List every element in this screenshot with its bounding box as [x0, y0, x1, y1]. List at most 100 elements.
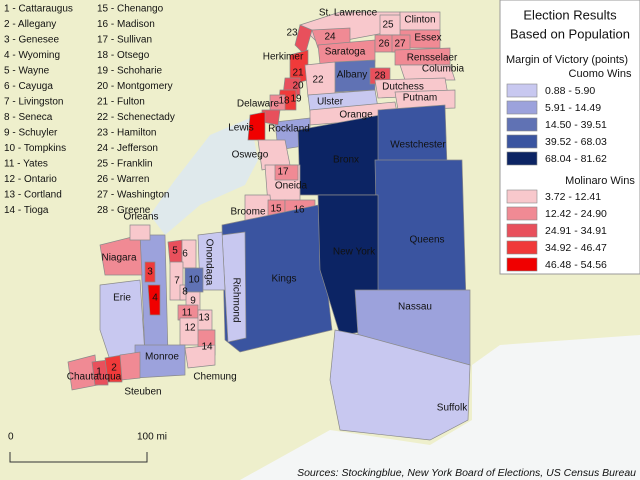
map-label: Orleans	[123, 212, 158, 223]
map-label: 4	[152, 293, 158, 304]
county-key: 21 - Fulton	[97, 97, 145, 108]
county-key: 22 - Schenectady	[97, 112, 175, 123]
county	[184, 344, 216, 369]
county	[394, 89, 456, 111]
map-label: Putnam	[403, 93, 437, 104]
map-label: 12	[184, 323, 196, 334]
map-label: Niagara	[101, 253, 136, 264]
county	[399, 64, 456, 81]
map-label: 17	[277, 167, 289, 178]
map-label: Dutchess	[382, 82, 424, 93]
county-key: 19 - Schoharie	[97, 66, 162, 77]
county	[129, 224, 151, 241]
county	[269, 94, 286, 111]
map-label: Broome	[230, 207, 265, 218]
map-label: Ulster	[317, 97, 344, 108]
county	[329, 329, 471, 441]
map-label: 21	[292, 68, 304, 79]
county	[91, 359, 109, 386]
county-key: 2 - Allegany	[4, 19, 56, 30]
county-key: 26 - Warren	[97, 174, 149, 185]
map-label: Clinton	[404, 15, 435, 26]
map-label: Lewis	[228, 123, 254, 134]
county-key: 13 - Cortland	[4, 190, 62, 201]
ocean	[240, 335, 640, 480]
county-key: 7 - Livingston	[4, 97, 63, 108]
map-label: Oswego	[232, 150, 269, 161]
legend-subtitle: Margin of Victory (points)	[506, 54, 628, 66]
map-label: Erie	[113, 293, 131, 304]
county-key: 14 - Tioga	[4, 205, 49, 216]
legend-group: Molinaro Wins	[565, 175, 635, 187]
map-label: Kings	[271, 274, 296, 285]
map-label: Rensselaer	[407, 53, 458, 64]
legend-swatch	[506, 189, 538, 204]
map-label: 13	[198, 313, 210, 324]
county-key: 1 - Cattaraugus	[4, 4, 73, 15]
county	[221, 231, 247, 343]
county-key: 8 - Seneca	[4, 112, 53, 123]
legend-swatch	[506, 223, 538, 238]
county-key: 12 - Ontario	[4, 174, 57, 185]
map-label: Steuben	[124, 387, 161, 398]
lake	[150, 118, 258, 235]
county	[184, 267, 204, 293]
legend-label: 14.50 - 39.51	[545, 119, 607, 131]
map-label: 27	[394, 39, 406, 50]
map-label: 9	[190, 296, 196, 307]
county	[147, 284, 161, 316]
map-label: 16	[293, 205, 305, 216]
county-key: 28 - Greene	[97, 205, 151, 216]
legend-label: 24.91 - 34.91	[545, 225, 607, 237]
county	[374, 159, 467, 301]
county-key: 18 - Otsego	[97, 50, 150, 61]
map-label: 11	[182, 308, 193, 319]
map-label: Bronx	[333, 155, 359, 166]
scale-label: 100 mi	[137, 432, 167, 443]
county-key: 20 - Montgomery	[97, 81, 173, 92]
map-label: 28	[374, 71, 386, 82]
scale-label: 0	[8, 432, 14, 443]
scale-bar	[9, 452, 148, 463]
map-label: 3	[147, 267, 153, 278]
map-label: Suffolk	[437, 403, 468, 414]
legend-label: 68.04 - 81.62	[545, 153, 607, 165]
legend-swatch	[506, 240, 538, 255]
map-label: 15	[270, 204, 282, 215]
map-label: Saratoga	[325, 47, 366, 58]
county-key: 17 - Sullivan	[97, 35, 152, 46]
legend-label: 12.42 - 24.90	[545, 208, 607, 220]
map-label: Chemung	[193, 372, 236, 383]
map-label: 14	[201, 342, 213, 353]
legend-label: 5.91 - 14.49	[545, 102, 601, 114]
map-label: St. Lawrence	[319, 8, 378, 19]
map-label: 7	[174, 276, 180, 287]
legend-label: 46.48 - 54.56	[545, 259, 607, 271]
county	[104, 354, 123, 383]
legend-group: Cuomo Wins	[569, 68, 632, 80]
county-key: 25 - Franklin	[97, 159, 153, 170]
map-label: Orange	[339, 110, 373, 121]
map-label: Chautauqua	[67, 372, 122, 383]
map-label: Nassau	[398, 302, 432, 313]
county-key: 6 - Cayuga	[4, 81, 53, 92]
county-key: 5 - Wayne	[4, 66, 50, 77]
map-label: Herkimer	[263, 52, 304, 63]
map-label: Oneida	[275, 181, 308, 192]
legend-swatch	[506, 83, 538, 98]
county-key: 23 - Hamilton	[97, 128, 156, 139]
county	[119, 351, 141, 381]
legend-title: Election Results	[523, 7, 617, 22]
map-label: Albany	[337, 70, 368, 81]
map-label: 19	[290, 94, 302, 105]
county	[99, 234, 143, 276]
county-key: 27 - Washington	[97, 190, 169, 201]
county	[144, 261, 156, 283]
map-label: 18	[278, 96, 290, 107]
legend-label: 0.88 - 5.90	[545, 85, 595, 97]
county-key: 10 - Tompkins	[4, 143, 66, 154]
county-key: 4 - Wyoming	[4, 50, 60, 61]
map-label: 24	[324, 32, 336, 43]
county	[221, 204, 333, 353]
